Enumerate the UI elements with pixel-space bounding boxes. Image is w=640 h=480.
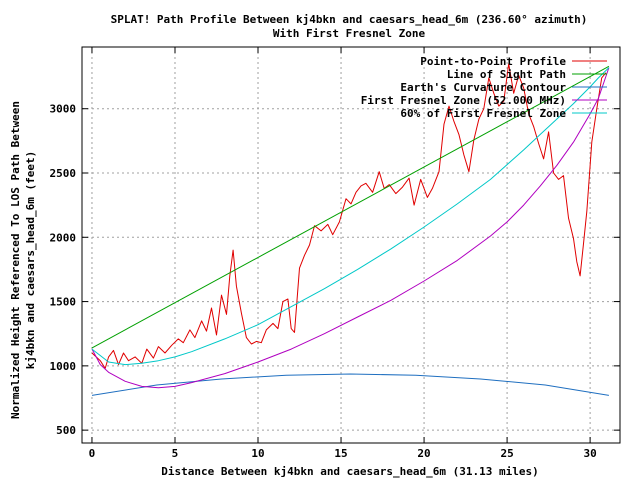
y-tick-label: 500: [56, 424, 76, 437]
legend-item-line-of-sight: Line of Sight Path: [447, 68, 566, 81]
legend-item-earth-curvature: Earth's Curvature Contour: [400, 81, 566, 94]
y-axis-title-line1: Normalized Height Referenced To LOS Path…: [9, 101, 22, 419]
y-tick-label: 3000: [50, 103, 77, 116]
legend-item-first-fresnel: First Fresnel Zone (52.000 MHz): [361, 94, 566, 107]
y-tick-label: 1000: [50, 360, 77, 373]
earth-curvature-line: [91, 373, 609, 396]
x-axis-title: Distance Between kj4bkn and caesars_head…: [161, 465, 539, 478]
y-tick-label: 2500: [50, 167, 77, 180]
fresnel-60-percent-line: [91, 67, 610, 366]
plot-frame: [81, 46, 621, 444]
y-axis-title-line2: kj4bkn and caesars_head_6m (feet): [24, 151, 37, 370]
legend-item-fresnel-60: 60% of First Fresnel Zone: [400, 107, 566, 120]
chart-title-line2: With First Fresnel Zone: [273, 27, 426, 40]
chart-title-line1: SPLAT! Path Profile Between kj4bkn and c…: [111, 13, 588, 26]
x-tick-label: 25: [500, 447, 513, 460]
first-fresnel-zone-line: [91, 67, 610, 389]
x-tick-label: 20: [417, 447, 430, 460]
axis-ticks: 0 5 10 15 20 25 30 500 1000 1500 2000 2500 3000: [50, 47, 620, 460]
legend-item-profile: Point-to-Point Profile: [420, 55, 566, 68]
x-tick-label: 30: [583, 447, 596, 460]
x-tick-label: 15: [334, 447, 347, 460]
x-tick-label: 10: [251, 447, 264, 460]
y-tick-label: 2000: [50, 231, 77, 244]
series-group: [91, 63, 610, 396]
x-tick-label: 5: [172, 447, 179, 460]
y-tick-label: 1500: [50, 296, 77, 309]
line-of-sight-line: [91, 65, 610, 349]
profile-line: [91, 63, 607, 369]
x-tick-label: 0: [89, 447, 96, 460]
